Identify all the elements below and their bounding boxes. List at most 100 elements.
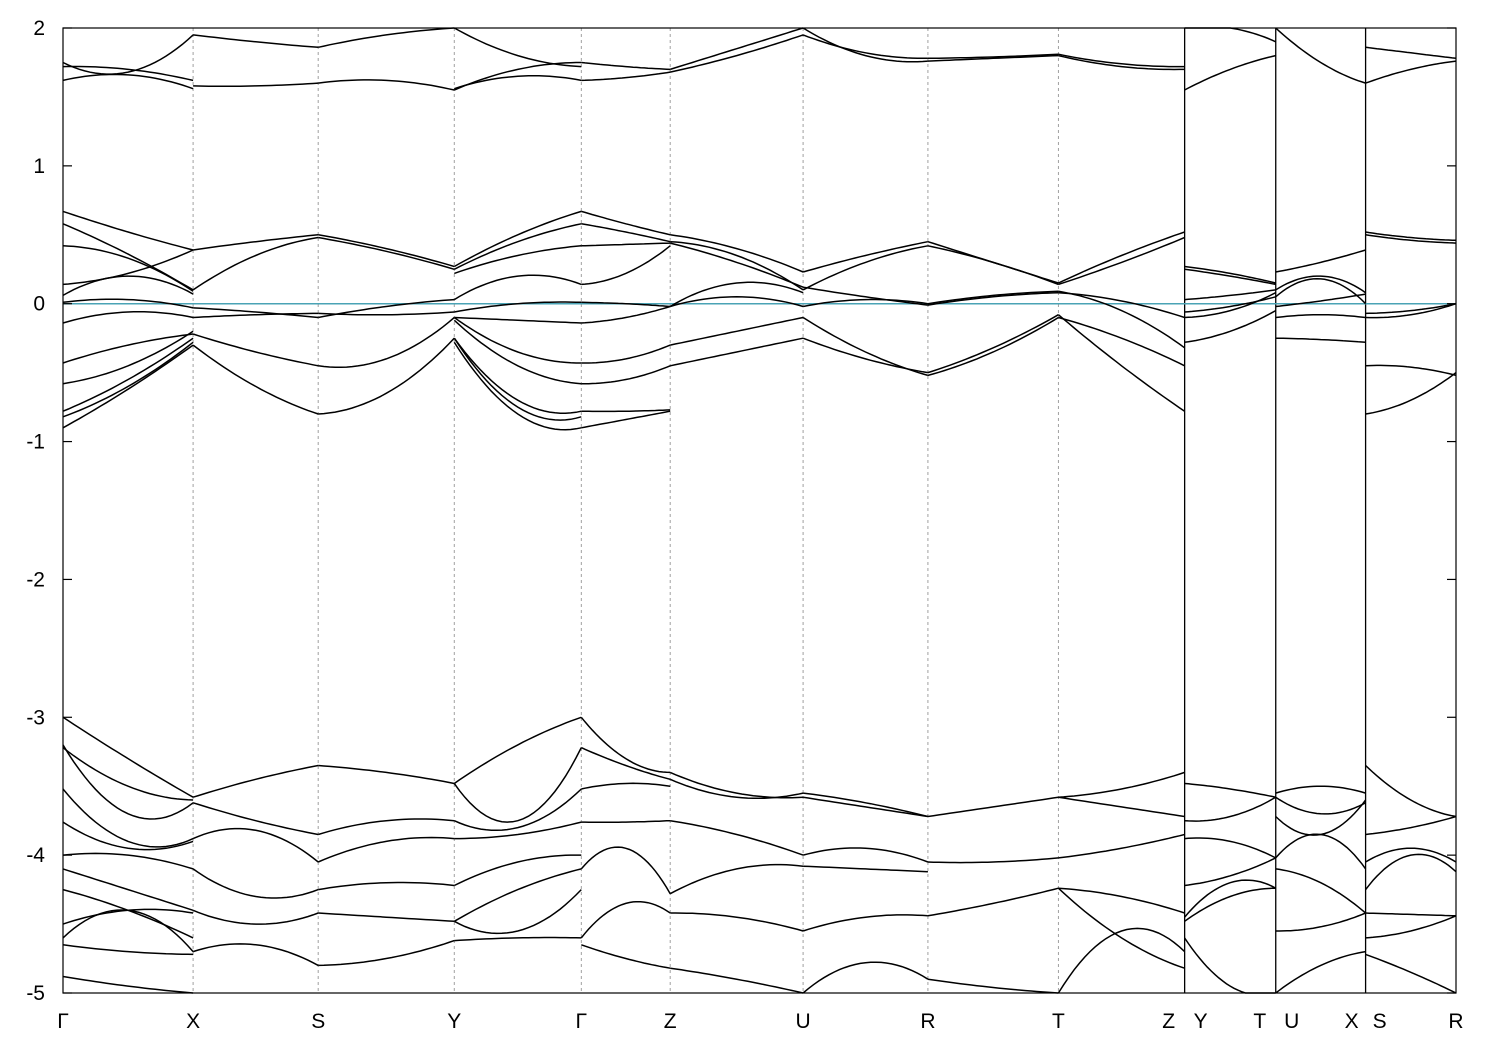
band-line-0-24 [62,909,194,953]
band-line-3-11 [454,61,582,91]
x-tick-label: T [1052,1010,1065,1033]
band-line-11-9 [1365,815,1457,836]
band-line-9-13 [1184,887,1276,922]
x-tick-label: U [796,1010,811,1033]
band-line-11-11 [1365,853,1457,891]
band-line-2-8 [318,764,455,785]
y-tick-label: -5 [26,982,45,1005]
band-line-7-7 [927,53,1059,60]
band-line-0-10 [62,341,194,418]
band-line-3-21 [454,936,582,942]
band-line-9-5 [1184,309,1277,344]
band-line-1-12 [192,909,319,925]
band-line-1-8 [192,764,319,798]
band-line-2-0 [318,234,455,268]
band-line-0-5 [62,298,194,309]
band-line-3-20 [453,889,582,935]
band-line-9-4 [1184,292,1277,319]
band-line-5-7 [669,27,804,71]
band-line-9-14 [1183,937,1276,994]
band-line-5-13 [670,912,804,932]
y-tick-label: 0 [33,293,45,316]
band-line-1-10 [192,827,319,863]
band-line-11-1 [1365,234,1457,244]
band-line-4-3 [581,245,671,286]
band-line-11-4 [1365,364,1457,377]
band-line-6-4 [802,316,929,377]
x-tick-label: Y [447,1010,461,1033]
band-line-4-2 [581,242,671,247]
band-line-0-11 [62,344,194,429]
band-line-0-16 [62,744,194,820]
band-line-8-0 [1058,231,1185,284]
band-line-3-4 [454,301,582,313]
band-line-2-7 [318,27,455,49]
band-line-10-2 [1275,278,1367,305]
y-tick-label: 1 [33,155,45,178]
band-line-5-12 [669,863,804,895]
band-line-1-4 [192,333,319,367]
band-line-9-8 [1184,782,1276,798]
band-line-8-6 [1058,54,1185,71]
band-line-4-7 [581,365,671,385]
x-tick-label: Y [1194,1010,1208,1033]
band-line-8-3 [1058,290,1186,349]
band-line-9-2 [1184,289,1276,301]
band-line-0-6 [62,311,194,324]
band-line-3-6 [453,316,582,364]
band-line-5-0 [670,234,804,273]
band-line-0-18 [62,788,194,848]
band-line-6-6 [802,27,928,63]
band-line-5-10 [669,778,804,800]
band-line-0-9 [62,337,194,412]
x-tick-label: S [1373,1010,1387,1033]
band-line-11-8 [1365,764,1457,818]
band-line-6-11 [803,865,928,873]
band-line-5-8 [670,34,804,73]
band-line-4-9 [581,410,671,429]
band-line-0-7 [62,333,194,364]
y-tick-label: -3 [26,706,45,729]
band-line-10-0 [1275,249,1366,273]
band-line-11-14 [1365,953,1457,994]
band-line-6-12 [802,914,928,932]
band-line-10-11 [1275,868,1367,914]
band-line-10-4 [1275,313,1366,319]
band-line-0-19 [62,821,194,851]
grid-lines [192,28,1367,993]
band-line-4-14 [581,782,671,790]
band-line-0-20 [62,852,194,870]
band-line-7-9 [927,857,1059,864]
x-tick-label: R [920,1010,935,1033]
band-line-3-3 [453,274,582,301]
band-line-10-3 [1275,293,1366,308]
band-line-2-10 [317,836,455,863]
plot-frame [62,27,1457,994]
band-line-6-10 [802,847,929,863]
x-tick-label: S [311,1010,325,1033]
band-line-4-1 [581,223,671,243]
band-line-7-1 [927,245,1059,286]
band-line-7-5 [927,314,1059,374]
band-line-4-16 [580,846,671,895]
band-line-0-21 [62,868,194,912]
band-line-11-12 [1365,912,1457,917]
x-tick-label: T [1253,1010,1266,1033]
band-line-2-3 [318,311,455,316]
y-tick-label: -2 [26,568,45,591]
band-line-3-1 [453,223,582,270]
band-line-3-9 [453,337,582,421]
band-line-6-7 [802,34,928,60]
band-line-6-3 [802,298,929,308]
band-line-10-7 [1275,785,1366,794]
band-line-9-7 [1184,27,1277,43]
band-line-9-1 [1184,268,1276,286]
band-line-5-6 [670,337,804,367]
band-line-2-4 [318,316,455,369]
band-line-11-2 [1365,302,1457,315]
band-line-0-4 [62,275,194,297]
band-line-4-0 [581,210,671,236]
band-line-2-1 [318,236,455,271]
band-line-1-3 [193,312,319,319]
